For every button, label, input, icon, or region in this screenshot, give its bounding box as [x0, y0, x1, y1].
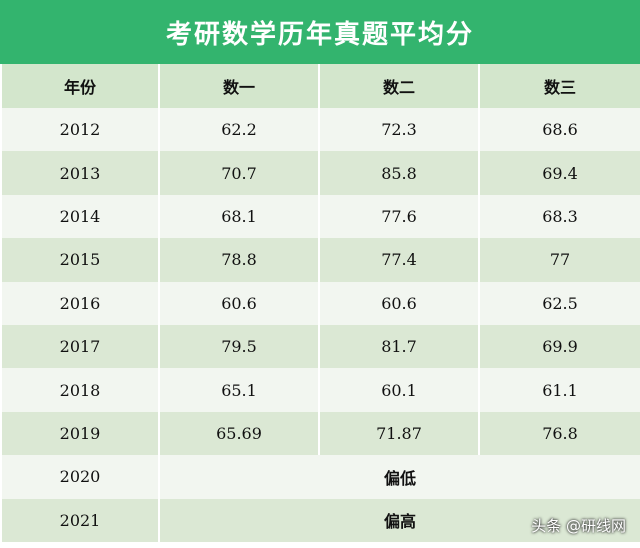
table-cell: 2015	[0, 238, 158, 282]
header-cell: 年份	[0, 64, 158, 108]
table-cell: 70.7	[158, 151, 318, 195]
table-cell: 72.3	[318, 108, 478, 152]
table-cell: 2016	[0, 281, 158, 325]
table-row: 2021 偏高	[0, 498, 640, 542]
merged-cell: 偏低	[158, 455, 640, 499]
table-cell: 68.1	[158, 194, 318, 239]
header-cell: 数一	[158, 64, 318, 108]
table-cell: 60.1	[318, 368, 478, 412]
table-cell: 68.3	[478, 194, 640, 239]
table-cell: 62.2	[158, 108, 318, 152]
table-cell: 65.69	[158, 411, 318, 456]
table-cell: 2013	[0, 151, 158, 195]
table-cell: 85.8	[318, 151, 478, 195]
table-cell: 2018	[0, 368, 158, 412]
table-cell: 2012	[0, 108, 158, 152]
table-cell: 71.87	[318, 411, 478, 456]
table-cell: 81.7	[318, 325, 478, 369]
table-cell: 77.6	[318, 194, 478, 239]
table-cell: 69.9	[478, 325, 640, 369]
table-cell: 2021	[0, 498, 158, 542]
table-cell: 65.1	[158, 368, 318, 412]
table-cell: 76.8	[478, 411, 640, 456]
table-row: 2020 偏低	[0, 455, 640, 499]
table-row: 2016 60.6 60.6 62.5	[0, 281, 640, 325]
table-cell: 68.6	[478, 108, 640, 152]
table-cell: 62.5	[478, 281, 640, 325]
table-cell: 2019	[0, 411, 158, 456]
table-row: 2015 78.8 77.4 77	[0, 238, 640, 282]
merged-cell: 偏高	[158, 498, 640, 542]
table-cell: 60.6	[158, 281, 318, 325]
table-cell: 2014	[0, 194, 158, 239]
table-cell: 79.5	[158, 325, 318, 369]
table-cell: 60.6	[318, 281, 478, 325]
table-row: 2013 70.7 85.8 69.4	[0, 151, 640, 195]
table-cell: 2020	[0, 455, 158, 499]
table-row: 2019 65.69 71.87 76.8	[0, 411, 640, 456]
header-row: 年份 数一 数二 数三	[0, 64, 640, 108]
table-row: 2018 65.1 60.1 61.1	[0, 368, 640, 412]
table-cell: 61.1	[478, 368, 640, 412]
table-cell: 77	[478, 238, 640, 282]
table-cell: 69.4	[478, 151, 640, 195]
table-row: 2014 68.1 77.6 68.3	[0, 194, 640, 239]
table-cell: 77.4	[318, 238, 478, 282]
table-row: 2012 62.2 72.3 68.6	[0, 108, 640, 152]
table-cell: 78.8	[158, 238, 318, 282]
header-cell: 数三	[478, 64, 640, 108]
title: 考研数学历年真题平均分	[0, 0, 640, 64]
header-cell: 数二	[318, 64, 478, 108]
table-cell: 2017	[0, 325, 158, 369]
footer: 头条 @研线网	[531, 517, 626, 535]
table-row: 2017 79.5 81.7 69.9	[0, 325, 640, 369]
